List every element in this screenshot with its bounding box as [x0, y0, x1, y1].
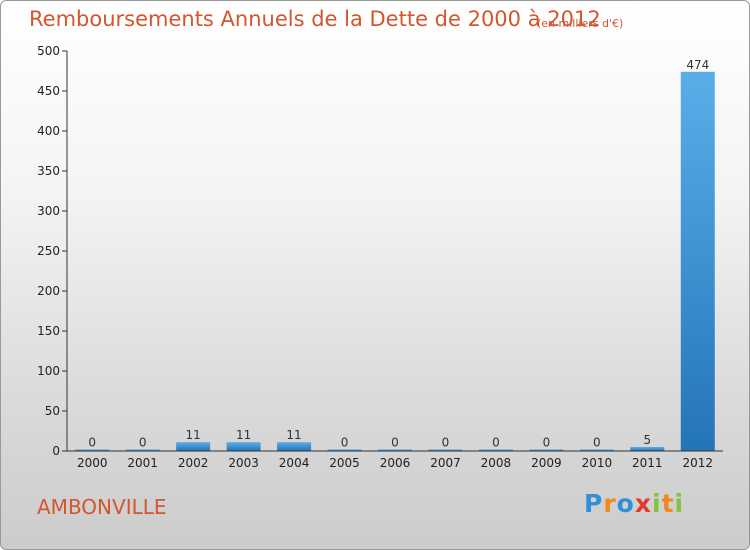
- x-tick-label-2006: 2006: [380, 456, 411, 470]
- y-tick-label: 150: [37, 324, 60, 338]
- y-tick-label: 300: [37, 204, 60, 218]
- y-axis: 0 50 100 150 200 250 300 350 400 450 500: [37, 44, 68, 458]
- bar-2008: [478, 449, 513, 451]
- proxiti-logo: Proxiti: [584, 489, 684, 518]
- logo-letter: x: [634, 489, 652, 518]
- bar-2011: [630, 447, 665, 451]
- x-tick-label-2012: 2012: [682, 456, 713, 470]
- bar-2003: [226, 442, 261, 451]
- y-tick-label: 500: [37, 44, 60, 58]
- logo-letter: i: [674, 489, 685, 518]
- logo-letter: P: [584, 489, 604, 518]
- bar-2000: [75, 449, 110, 451]
- chart-subtitle: (en milliers d'€): [537, 17, 624, 30]
- x-tick-label-2000: 2000: [77, 456, 108, 470]
- bar-2001: [125, 449, 160, 451]
- chart-title: Remboursements Annuels de la Dette de 20…: [29, 7, 601, 31]
- bars: 0 0 11 11 11 0 0 0 0 0 0 5 474: [75, 58, 715, 452]
- y-tick-label: 100: [37, 364, 60, 378]
- y-tick-label: 400: [37, 124, 60, 138]
- y-tick-label: 0: [52, 444, 60, 458]
- bar-2007: [428, 449, 463, 451]
- data-label-2001: 0: [139, 436, 147, 450]
- y-tick-label: 250: [37, 244, 60, 258]
- bar-2010: [579, 449, 614, 451]
- x-axis: 2000 2001 2002 2003 2004 2005 2006 2007 2008 2009…: [67, 450, 723, 470]
- data-label-2010: 0: [593, 436, 601, 450]
- data-label-2008: 0: [492, 436, 500, 450]
- logo-letter: o: [616, 489, 635, 518]
- commune-name: AMBONVILLE: [37, 495, 167, 519]
- x-tick-label-2001: 2001: [127, 456, 158, 470]
- bar-2005: [327, 449, 362, 451]
- x-tick-label-2007: 2007: [430, 456, 461, 470]
- data-label-2006: 0: [391, 436, 399, 450]
- data-label-2002: 11: [186, 428, 201, 442]
- data-label-2004: 11: [286, 428, 301, 442]
- y-tick-label: 350: [37, 164, 60, 178]
- x-tick-label-2005: 2005: [329, 456, 360, 470]
- bar-2002: [176, 442, 211, 451]
- logo-letter: r: [603, 489, 617, 518]
- data-label-2003: 11: [236, 428, 251, 442]
- bar-2004: [277, 442, 312, 451]
- y-tick-label: 200: [37, 284, 60, 298]
- data-label-2011: 5: [643, 433, 651, 447]
- x-tick-label-2011: 2011: [632, 456, 663, 470]
- bar-2009: [529, 449, 564, 451]
- bar-2006: [378, 449, 412, 451]
- x-tick-label-2004: 2004: [279, 456, 310, 470]
- x-tick-label-2010: 2010: [582, 456, 613, 470]
- data-label-2007: 0: [442, 436, 450, 450]
- x-tick-label-2003: 2003: [228, 456, 259, 470]
- data-label-2000: 0: [88, 436, 96, 450]
- logo-letter: t: [661, 489, 675, 518]
- x-tick-label-2009: 2009: [531, 456, 562, 470]
- y-tick-label: 50: [45, 404, 60, 418]
- data-label-2012: 474: [686, 58, 709, 72]
- y-tick-label: 450: [37, 84, 60, 98]
- logo-letter: i: [652, 489, 662, 518]
- data-label-2005: 0: [341, 436, 349, 450]
- bar-2012: [680, 71, 715, 452]
- x-tick-label-2008: 2008: [481, 456, 512, 470]
- x-tick-label-2002: 2002: [178, 456, 209, 470]
- data-label-2009: 0: [543, 436, 551, 450]
